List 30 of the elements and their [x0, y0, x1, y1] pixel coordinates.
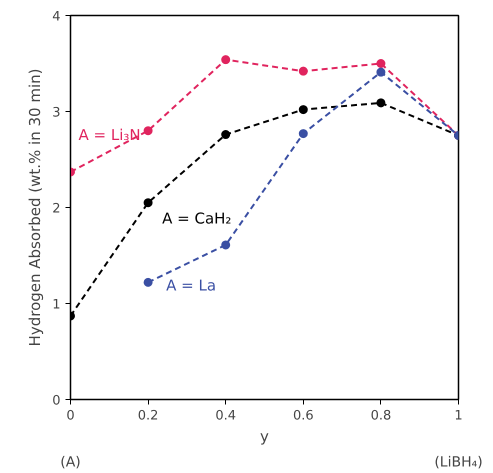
point [376, 68, 386, 77]
x-tick-label: 0.4 [215, 408, 236, 424]
point [221, 55, 230, 64]
point [298, 129, 308, 138]
x-tick-label: 0.6 [292, 408, 314, 424]
point [221, 240, 230, 250]
text: (A) [60, 454, 81, 470]
x-tick-label: 0 [66, 408, 75, 424]
y-tick-label: 1 [52, 298, 61, 312]
point [221, 130, 230, 140]
y-tick-label: 2 [52, 202, 61, 216]
point [376, 98, 386, 108]
x-tick-label: 0.8 [370, 408, 392, 424]
series-label: A = CaH₂ [162, 210, 232, 228]
point [144, 278, 153, 287]
point [144, 126, 153, 136]
y-tick-label: 3 [52, 106, 61, 120]
point [144, 198, 153, 208]
series-label: A = La [166, 276, 216, 294]
series-label: A = Li₃N [78, 126, 141, 144]
y-tick-label: 4 [52, 10, 61, 24]
point [298, 105, 308, 114]
point [298, 66, 308, 76]
x-tick-label: 1 [454, 408, 463, 424]
y-axis-title: Hydrogen Absorbed (wt.% in 30 min) [26, 68, 44, 346]
x-axis-title: y [260, 428, 270, 446]
text: (LiBH₄) [434, 454, 483, 470]
point [376, 59, 386, 68]
y-tick-label: 0 [52, 394, 61, 408]
x-tick-label: 0.2 [138, 408, 158, 424]
